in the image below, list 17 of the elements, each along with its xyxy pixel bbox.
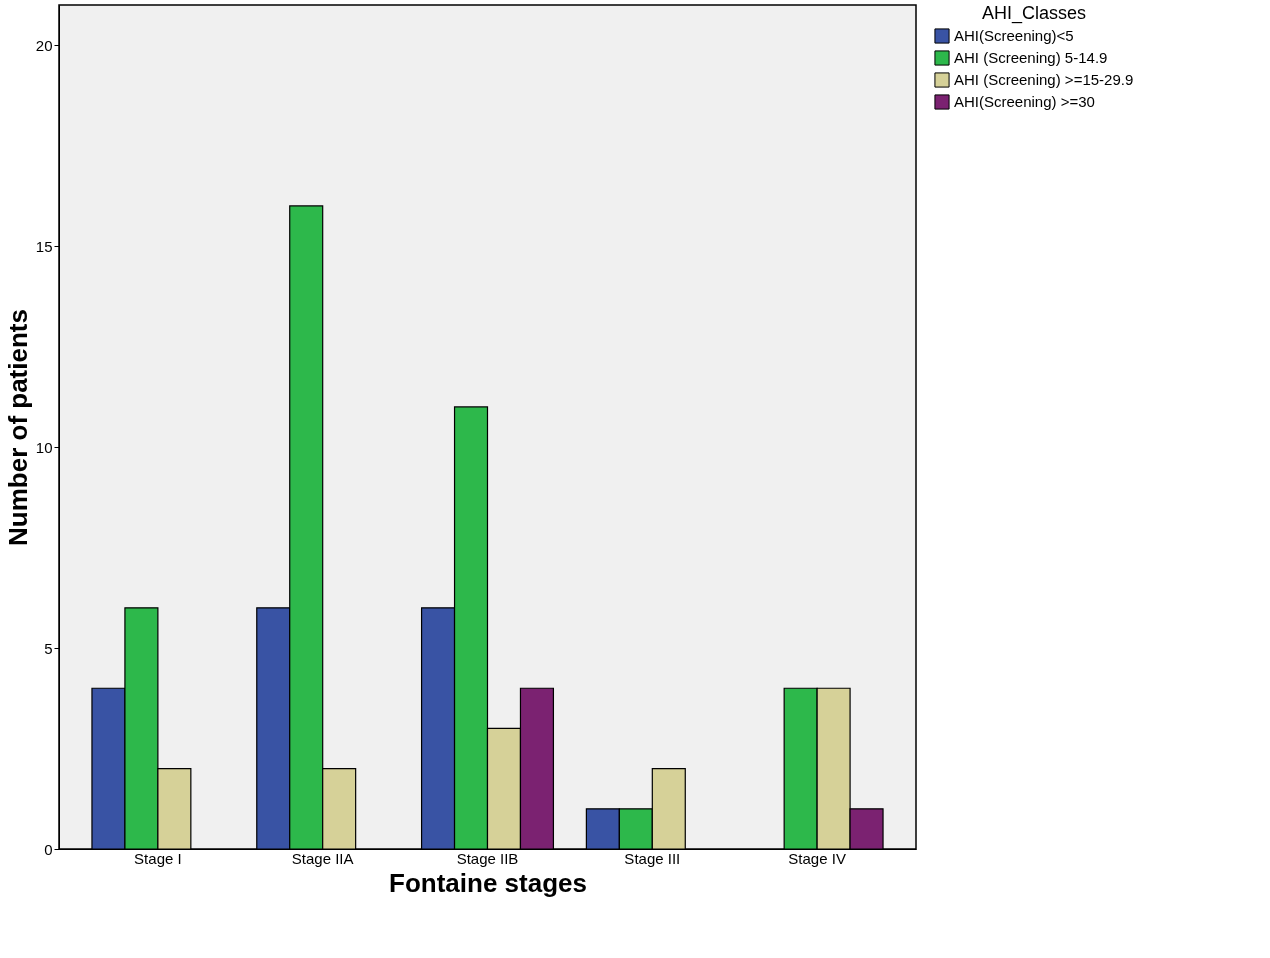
x-tick-label: Stage I: [134, 849, 182, 867]
legend-label: AHI(Screening) >=30: [954, 93, 1095, 110]
x-axis-title: Fontaine stages: [389, 867, 587, 898]
x-tick-label: Stage III: [624, 849, 681, 867]
y-tick-label: 0: [44, 840, 53, 858]
x-tick-label: Stage IIB: [456, 849, 519, 867]
y-axis-title: Number of patients: [2, 309, 33, 546]
x-tick-label: Stage IIA: [291, 849, 354, 867]
legend-title: AHI_Classes: [981, 3, 1087, 24]
legend-label: AHI(Screening)<5: [954, 27, 1074, 44]
y-tick-label: 5: [44, 639, 53, 657]
legend-label: AHI (Screening) 5-14.9: [954, 49, 1108, 66]
y-tick-label: 15: [35, 237, 53, 255]
y-tick-label: 20: [35, 36, 53, 54]
legend-label: AHI (Screening) >=15-29.9: [954, 71, 1134, 88]
y-tick-label: 10: [35, 438, 53, 456]
x-tick-label: Stage IV: [788, 849, 846, 867]
